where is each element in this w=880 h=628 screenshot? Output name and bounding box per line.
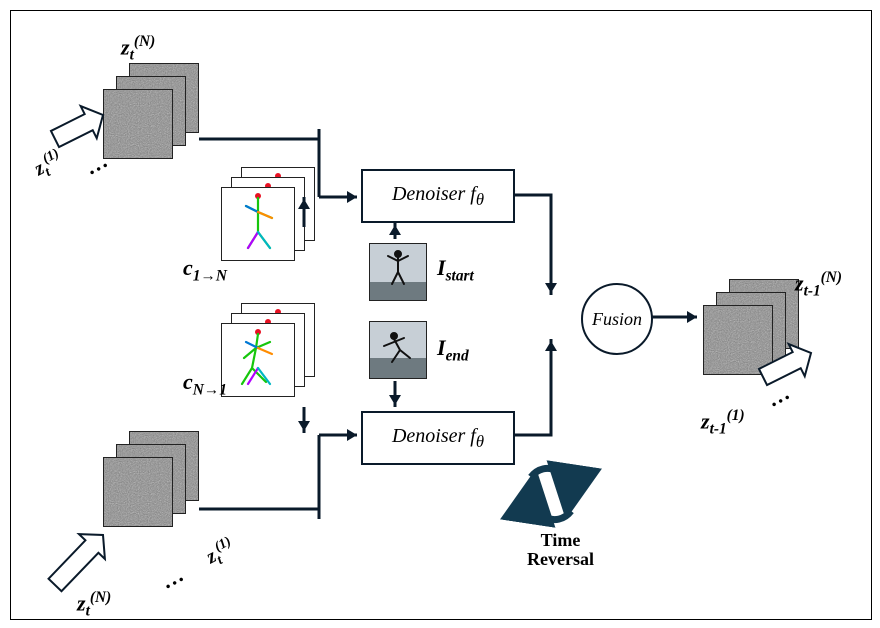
- label-c-1N: c1→N: [183, 255, 227, 285]
- diagram-frame: Denoiser fθ Denoiser fθ Fusion: [10, 10, 872, 620]
- label-time-reversal: TimeReversal: [527, 531, 594, 569]
- label-c-N1: cN→1: [183, 369, 227, 399]
- label-I-end: Iend: [437, 335, 469, 365]
- label-zt-N-bot: zt(N): [77, 589, 111, 621]
- label-ztm1-N: zt-1(N): [795, 269, 842, 301]
- label-I-start: Istart: [437, 255, 474, 285]
- label-zt-N-top: zt(N): [121, 33, 155, 65]
- label-ztm1-1: zt-1(1): [701, 407, 745, 439]
- connectors: [11, 11, 871, 619]
